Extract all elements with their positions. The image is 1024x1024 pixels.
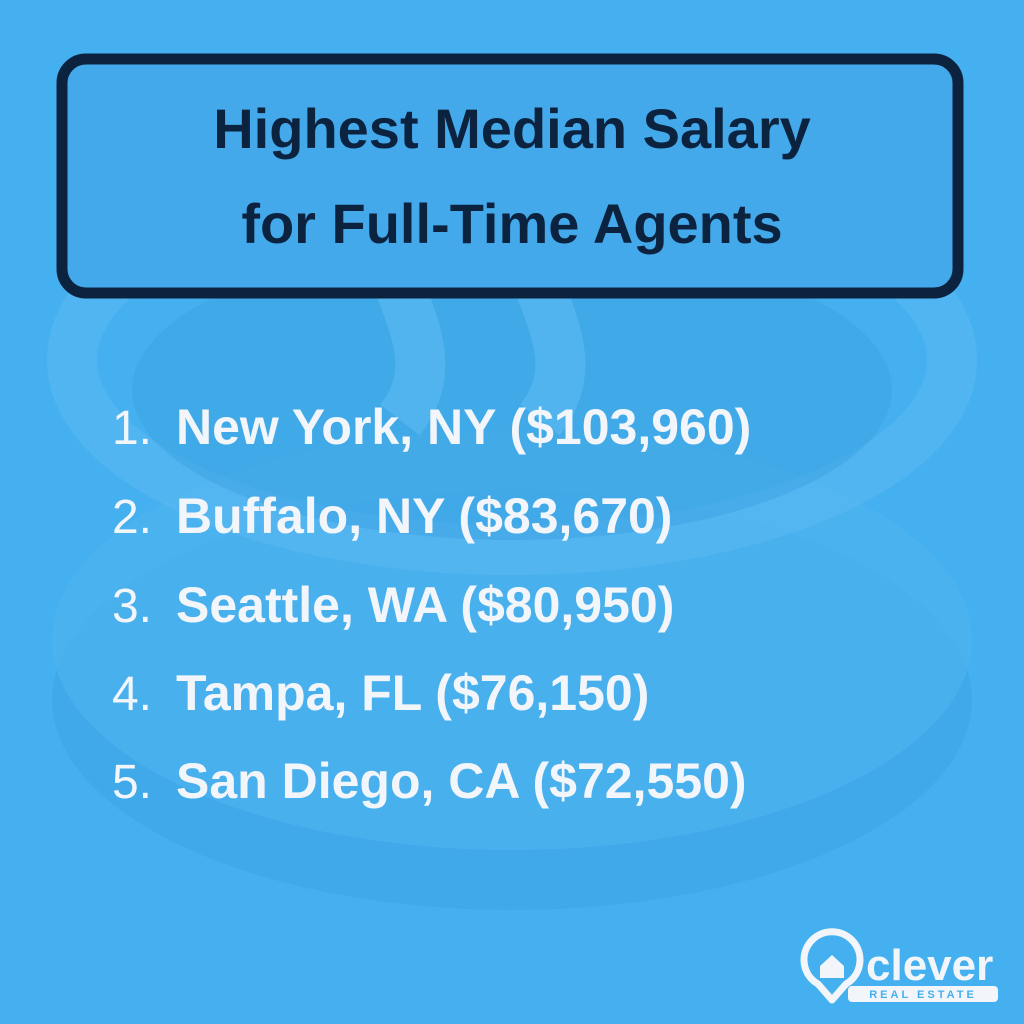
title-line: Highest Median Salary: [213, 97, 811, 160]
logo: clever REAL ESTATE: [800, 928, 998, 1004]
list-number: 2.: [112, 491, 152, 544]
list-item: San Diego, CA ($72,550): [176, 753, 747, 809]
logo-name: clever: [866, 941, 993, 990]
list-item: Seattle, WA ($80,950): [176, 577, 674, 633]
title-line: for Full-Time Agents: [241, 192, 782, 255]
list-number: 5.: [112, 756, 152, 809]
logo-tagline-bar: [848, 986, 998, 1002]
logo-house: [820, 955, 844, 978]
list-number: 3.: [112, 580, 152, 633]
background-decoration: [47, 143, 977, 910]
ranking-list: 1. New York, NY ($103,960) 2. Buffalo, N…: [112, 399, 751, 809]
list-item: New York, NY ($103,960): [176, 399, 751, 455]
list-number: 1.: [112, 402, 152, 455]
list-number: 4.: [112, 668, 152, 721]
title-box: [56, 53, 964, 299]
logo-tagline: REAL ESTATE: [869, 989, 977, 1001]
list-item: Tampa, FL ($76,150): [176, 665, 649, 721]
list-item: Buffalo, NY ($83,670): [176, 488, 672, 544]
logo-pin: [800, 928, 864, 1004]
